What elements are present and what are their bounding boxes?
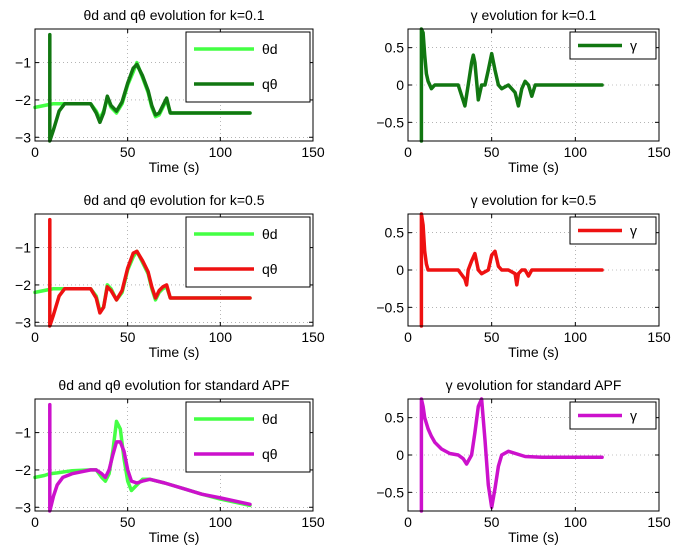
y-tick-label: −1 [15,425,31,441]
legend-label: γ [630,223,637,239]
y-tick-label: −3 [15,314,31,330]
y-tick-label: −3 [15,499,31,515]
legend-label: qθ [262,261,278,277]
x-tick-label: 150 [301,514,325,530]
y-tick-label: 0.5 [385,225,405,241]
x-axis-label: Time (s) [149,529,200,545]
subplot-5: 0 50 100 150 −1 −2 −3 θd and qθ evolution for s… [15,377,325,545]
legend-box [185,216,311,288]
y-tick-label: −0.5 [376,484,404,500]
chart-title: θd and qθ evolution for k=0.1 [84,7,265,23]
axes-frame [34,398,314,512]
x-tick-label: 100 [564,144,588,160]
x-tick-label: 0 [404,144,412,160]
legend: θd qθ [185,401,311,473]
x-tick-label: 100 [564,514,588,530]
series-line-2 [48,217,252,328]
x-tick-label: 0 [31,144,39,160]
series-line-1 [419,212,604,328]
axes-frame [34,213,314,327]
x-tick-label: 0 [31,329,39,345]
subplot-1: 0 50 100 150 −1 −2 −3 θd and qθ evolution for k… [15,7,325,175]
x-tick-label: 150 [647,144,671,160]
x-tick-label: 0 [404,514,412,530]
subplot-3: 0 50 100 150 −1 −2 −3 θd and qθ evolution for k… [15,192,325,360]
x-axis-label: Time (s) [508,344,559,360]
legend-box [185,31,311,103]
axes-frame [34,28,314,142]
series-line-2 [48,402,252,513]
legend-label: qθ [262,76,278,92]
y-tick-label: 0.5 [385,40,405,56]
x-axis-label: Time (s) [149,344,200,360]
x-axis-label: Time (s) [508,159,559,175]
legend-label: θd [262,41,278,57]
x-tick-label: 100 [564,329,588,345]
y-tick-label: 0 [396,447,404,463]
legend: γ [569,401,657,430]
x-tick-label: 50 [484,514,500,530]
y-tick-label: −0.5 [376,114,404,130]
legend-label: qθ [262,446,278,462]
legend-box [185,401,311,473]
y-tick-label: 0.5 [385,410,405,426]
chart-title: γ evolution for k=0.1 [471,7,597,23]
y-tick-label: −1 [15,240,31,256]
x-tick-label: 100 [209,329,233,345]
x-tick-label: 50 [120,514,136,530]
chart-title: γ evolution for standard APF [446,377,622,393]
y-tick-label: 0 [396,262,404,278]
x-tick-label: 0 [404,329,412,345]
chart-title: θd and qθ evolution for standard APF [58,377,289,393]
x-tick-label: 50 [120,329,136,345]
y-tick-label: 0 [396,77,404,93]
x-tick-label: 50 [120,144,136,160]
legend: γ [569,31,657,60]
y-tick-label: −2 [15,462,31,478]
x-axis-label: Time (s) [149,159,200,175]
legend: θd qθ [185,216,311,288]
x-tick-label: 50 [484,144,500,160]
x-tick-label: 150 [301,329,325,345]
legend-label: γ [630,408,637,424]
x-axis-label: Time (s) [508,529,559,545]
x-tick-label: 150 [647,514,671,530]
y-tick-label: −0.5 [376,299,404,315]
series-line-1 [419,27,604,143]
x-tick-label: 50 [484,329,500,345]
y-tick-label: −2 [15,92,31,108]
x-tick-label: 150 [301,144,325,160]
y-tick-label: −1 [15,55,31,71]
series-line-1 [419,397,604,513]
series-line-2 [48,32,252,143]
chart-title: θd and qθ evolution for k=0.5 [84,192,265,208]
chart-title: γ evolution for k=0.5 [471,192,597,208]
y-tick-label: −3 [15,129,31,145]
legend-label: γ [630,38,637,54]
x-tick-label: 100 [209,144,233,160]
x-tick-label: 150 [647,329,671,345]
x-tick-label: 0 [31,514,39,530]
legend: γ [569,216,657,245]
legend-label: θd [262,411,278,427]
legend-label: θd [262,226,278,242]
y-tick-label: −2 [15,277,31,293]
legend: θd qθ [185,31,311,103]
x-tick-label: 100 [209,514,233,530]
